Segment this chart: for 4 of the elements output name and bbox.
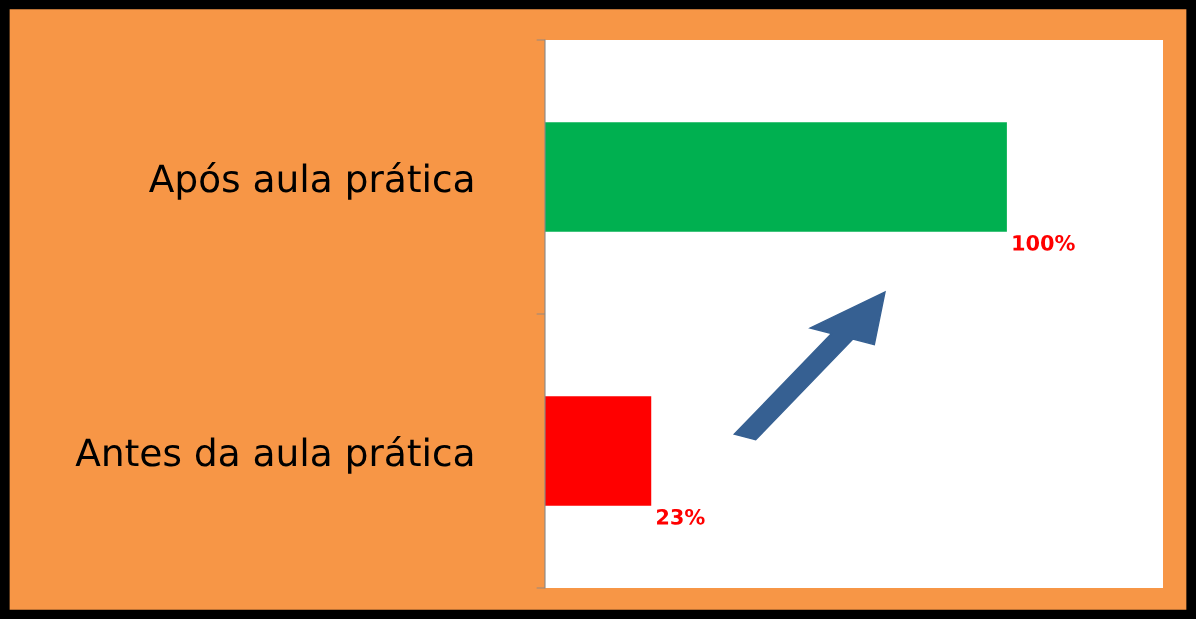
- data-label: 100%: [1013, 234, 1075, 251]
- y-tick-label: Após aula prática: [149, 162, 473, 200]
- y-tick-label: Antes da aula prática: [75, 436, 473, 474]
- data-label: 23%: [657, 508, 705, 525]
